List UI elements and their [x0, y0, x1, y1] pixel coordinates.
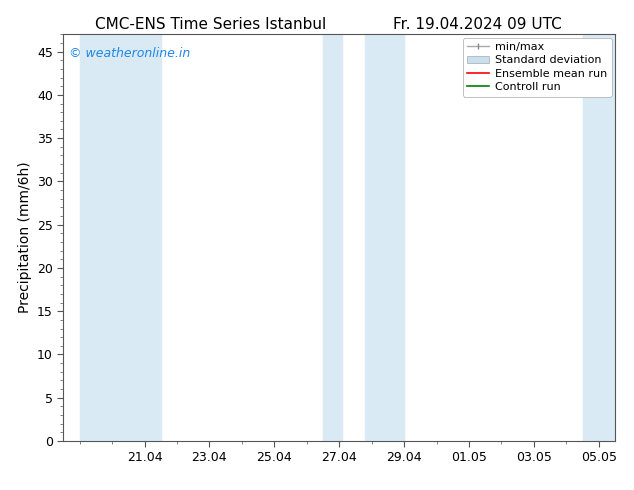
Legend: min/max, Standard deviation, Ensemble mean run, Controll run: min/max, Standard deviation, Ensemble me… [463, 38, 612, 97]
Text: CMC-ENS Time Series Istanbul: CMC-ENS Time Series Istanbul [95, 17, 327, 32]
Y-axis label: Precipitation (mm/6h): Precipitation (mm/6h) [18, 162, 32, 314]
Bar [323, 34, 342, 441]
Text: Fr. 19.04.2024 09 UTC: Fr. 19.04.2024 09 UTC [393, 17, 562, 32]
Bar [80, 34, 161, 441]
Bar [583, 34, 615, 441]
Bar [365, 34, 404, 441]
Text: © weatheronline.in: © weatheronline.in [69, 47, 190, 59]
